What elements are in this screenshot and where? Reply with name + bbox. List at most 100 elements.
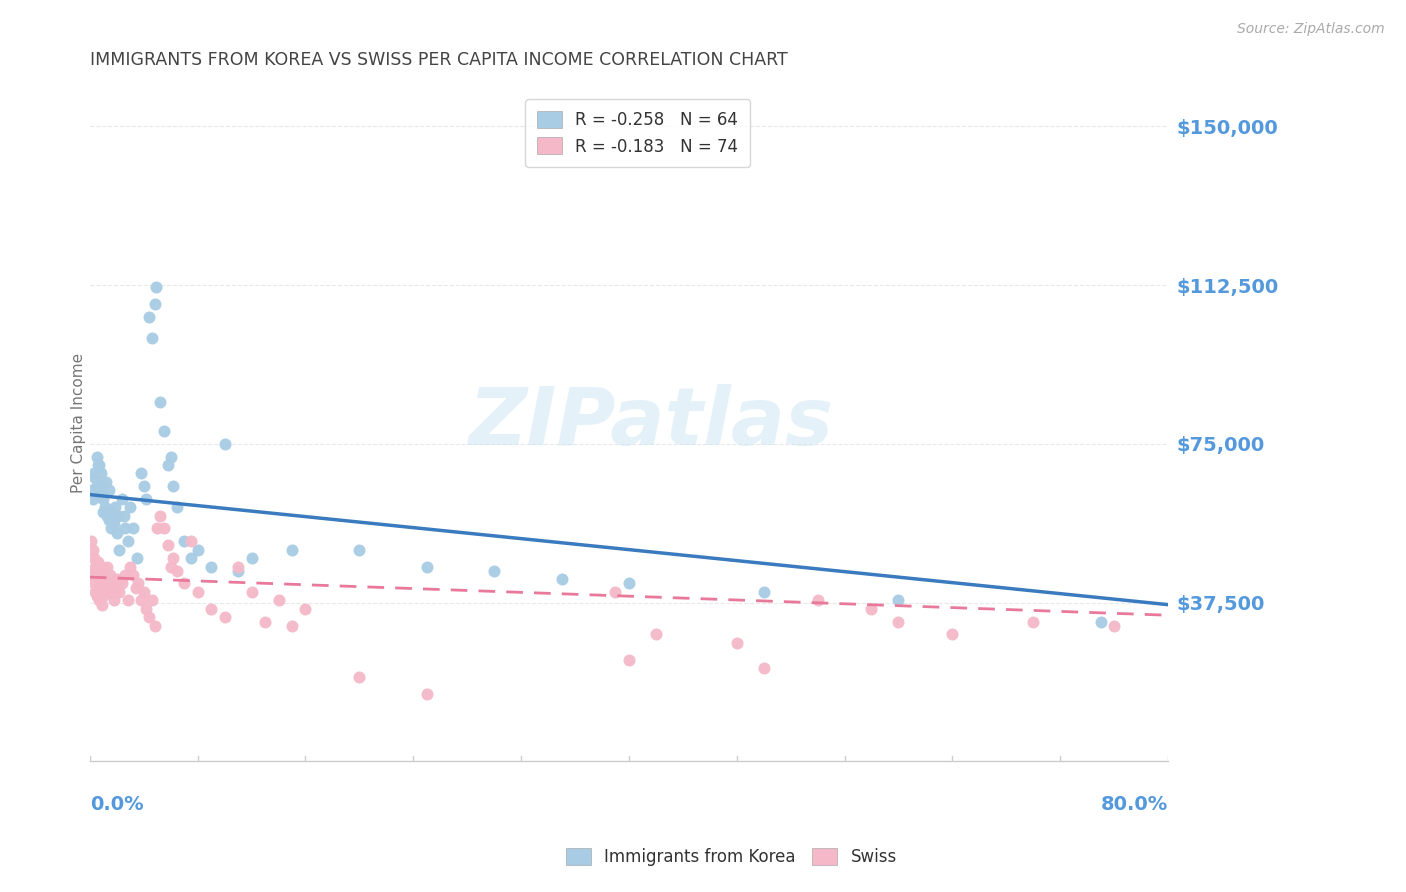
Point xyxy=(91,589,114,603)
Point xyxy=(97,576,120,591)
Point xyxy=(180,534,202,549)
Point xyxy=(226,564,249,578)
Point xyxy=(187,585,209,599)
Point xyxy=(87,555,110,569)
Point xyxy=(860,602,883,616)
Point xyxy=(82,568,104,582)
Point xyxy=(149,508,172,523)
Point xyxy=(173,576,195,591)
Point xyxy=(294,602,316,616)
Point xyxy=(416,559,439,574)
Point xyxy=(94,475,117,489)
Point xyxy=(482,564,505,578)
Point xyxy=(1022,615,1045,629)
Point xyxy=(83,467,105,481)
Point xyxy=(129,593,152,607)
Point xyxy=(89,479,111,493)
Point xyxy=(108,542,131,557)
Point xyxy=(725,636,748,650)
Point xyxy=(93,572,115,586)
Point xyxy=(138,310,160,324)
Point xyxy=(166,564,188,578)
Point xyxy=(82,491,104,506)
Point xyxy=(104,500,127,515)
Point xyxy=(87,458,110,472)
Point xyxy=(173,534,195,549)
Point xyxy=(103,593,125,607)
Point xyxy=(806,593,828,607)
Point xyxy=(104,581,127,595)
Point xyxy=(105,572,128,586)
Point xyxy=(98,568,121,582)
Point xyxy=(87,487,110,501)
Point xyxy=(90,585,112,599)
Point xyxy=(159,559,181,574)
Point xyxy=(86,479,108,493)
Point xyxy=(100,521,122,535)
Point xyxy=(80,483,103,498)
Point xyxy=(114,568,136,582)
Point xyxy=(214,610,236,624)
Point xyxy=(89,593,111,607)
Point xyxy=(120,500,142,515)
Legend: R = -0.258   N = 64, R = -0.183   N = 74: R = -0.258 N = 64, R = -0.183 N = 74 xyxy=(526,99,749,167)
Point xyxy=(86,564,108,578)
Point xyxy=(86,589,108,603)
Point xyxy=(180,551,202,566)
Point xyxy=(124,581,146,595)
Point xyxy=(941,627,963,641)
Point xyxy=(120,559,142,574)
Point xyxy=(87,581,110,595)
Point xyxy=(254,615,277,629)
Text: ZIPatlas: ZIPatlas xyxy=(468,384,832,462)
Point xyxy=(141,331,163,345)
Point xyxy=(143,619,166,633)
Text: IMMIGRANTS FROM KOREA VS SWISS PER CAPITA INCOME CORRELATION CHART: IMMIGRANTS FROM KOREA VS SWISS PER CAPIT… xyxy=(90,51,787,69)
Point xyxy=(162,551,184,566)
Point xyxy=(84,559,107,574)
Point xyxy=(122,521,145,535)
Point xyxy=(91,491,114,506)
Point xyxy=(111,491,134,506)
Point xyxy=(96,508,118,523)
Point xyxy=(605,585,627,599)
Point xyxy=(97,483,120,498)
Point xyxy=(84,471,107,485)
Point xyxy=(226,559,249,574)
Point xyxy=(91,598,114,612)
Point xyxy=(200,559,222,574)
Point xyxy=(90,467,112,481)
Point xyxy=(153,521,176,535)
Point xyxy=(86,450,108,464)
Point xyxy=(166,500,188,515)
Point xyxy=(91,564,114,578)
Point xyxy=(349,669,371,683)
Point xyxy=(129,467,152,481)
Text: 80.0%: 80.0% xyxy=(1101,795,1168,814)
Point xyxy=(112,508,135,523)
Point xyxy=(97,513,120,527)
Point xyxy=(752,585,775,599)
Point xyxy=(187,542,209,557)
Point xyxy=(752,661,775,675)
Point xyxy=(143,297,166,311)
Point xyxy=(107,508,129,523)
Point xyxy=(91,479,114,493)
Point xyxy=(89,568,111,582)
Point xyxy=(82,542,104,557)
Point xyxy=(91,572,114,586)
Point xyxy=(135,602,157,616)
Point xyxy=(281,619,304,633)
Point xyxy=(90,487,112,501)
Point xyxy=(159,450,181,464)
Point xyxy=(141,593,163,607)
Point xyxy=(1090,615,1112,629)
Point xyxy=(138,610,160,624)
Text: Source: ZipAtlas.com: Source: ZipAtlas.com xyxy=(1237,22,1385,37)
Point xyxy=(84,585,107,599)
Point xyxy=(101,576,124,591)
Legend: Immigrants from Korea, Swiss: Immigrants from Korea, Swiss xyxy=(557,840,905,875)
Point xyxy=(83,576,105,591)
Point xyxy=(90,559,112,574)
Point xyxy=(127,576,149,591)
